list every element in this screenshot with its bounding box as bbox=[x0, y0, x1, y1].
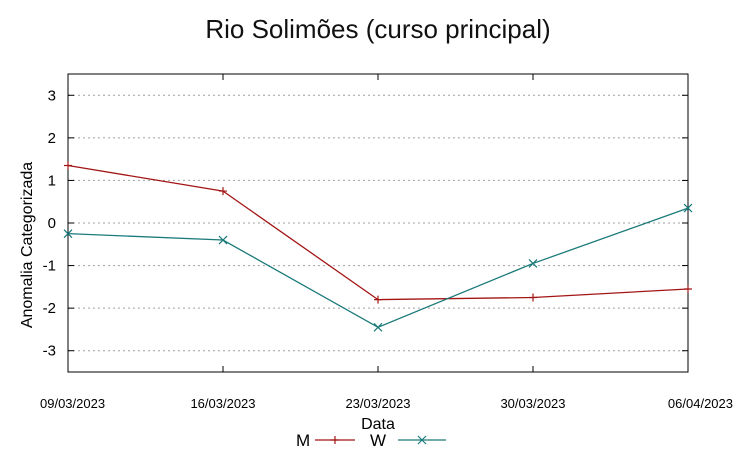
data-point bbox=[218, 235, 228, 245]
x-tick-label: 23/03/2023 bbox=[345, 396, 410, 411]
x-tick-label: 06/04/2023 bbox=[668, 396, 733, 411]
data-point bbox=[684, 284, 692, 293]
y-tick-label: 0 bbox=[48, 215, 56, 232]
grid bbox=[68, 94, 688, 352]
data-point bbox=[373, 322, 383, 332]
x-tick-label: 09/03/2023 bbox=[40, 396, 105, 411]
x-axis: 09/03/2023 16/03/2023 23/03/2023 30/03/2023… bbox=[40, 74, 733, 411]
series-line bbox=[67, 164, 689, 301]
series-w bbox=[63, 203, 693, 332]
y-axis-label: Anomalia Categorizada bbox=[19, 162, 36, 328]
data-point bbox=[63, 229, 73, 239]
legend-item-w: W bbox=[370, 431, 446, 450]
y-tick-label: 2 bbox=[48, 130, 56, 147]
data-point bbox=[64, 161, 72, 170]
legend-marker bbox=[331, 436, 339, 444]
series-line bbox=[67, 207, 689, 329]
legend-label: M bbox=[296, 431, 310, 450]
y-tick-label: 1 bbox=[48, 172, 56, 189]
y-tick-label: -2 bbox=[43, 300, 56, 317]
y-tick-label: 3 bbox=[48, 87, 56, 104]
y-tick-label: -1 bbox=[43, 258, 56, 275]
legend-item-m: M bbox=[296, 431, 355, 450]
x-tick-label: 16/03/2023 bbox=[190, 396, 255, 411]
legend-label: W bbox=[370, 431, 386, 450]
data-point bbox=[683, 203, 693, 213]
y-tick-label: -3 bbox=[43, 343, 56, 360]
x-axis-label: Data bbox=[361, 416, 395, 433]
series-m bbox=[64, 161, 692, 304]
legend-marker bbox=[417, 435, 427, 445]
data-point bbox=[219, 187, 227, 196]
chart-title: Rio Solimões (curso principal) bbox=[205, 14, 550, 44]
series-layer bbox=[63, 161, 693, 332]
y-axis: 3 2 1 0 -1 -2 -3 bbox=[43, 87, 688, 360]
data-point bbox=[529, 293, 537, 302]
data-point bbox=[528, 259, 538, 268]
data-point bbox=[374, 295, 382, 304]
x-tick-label: 30/03/2023 bbox=[500, 396, 565, 411]
